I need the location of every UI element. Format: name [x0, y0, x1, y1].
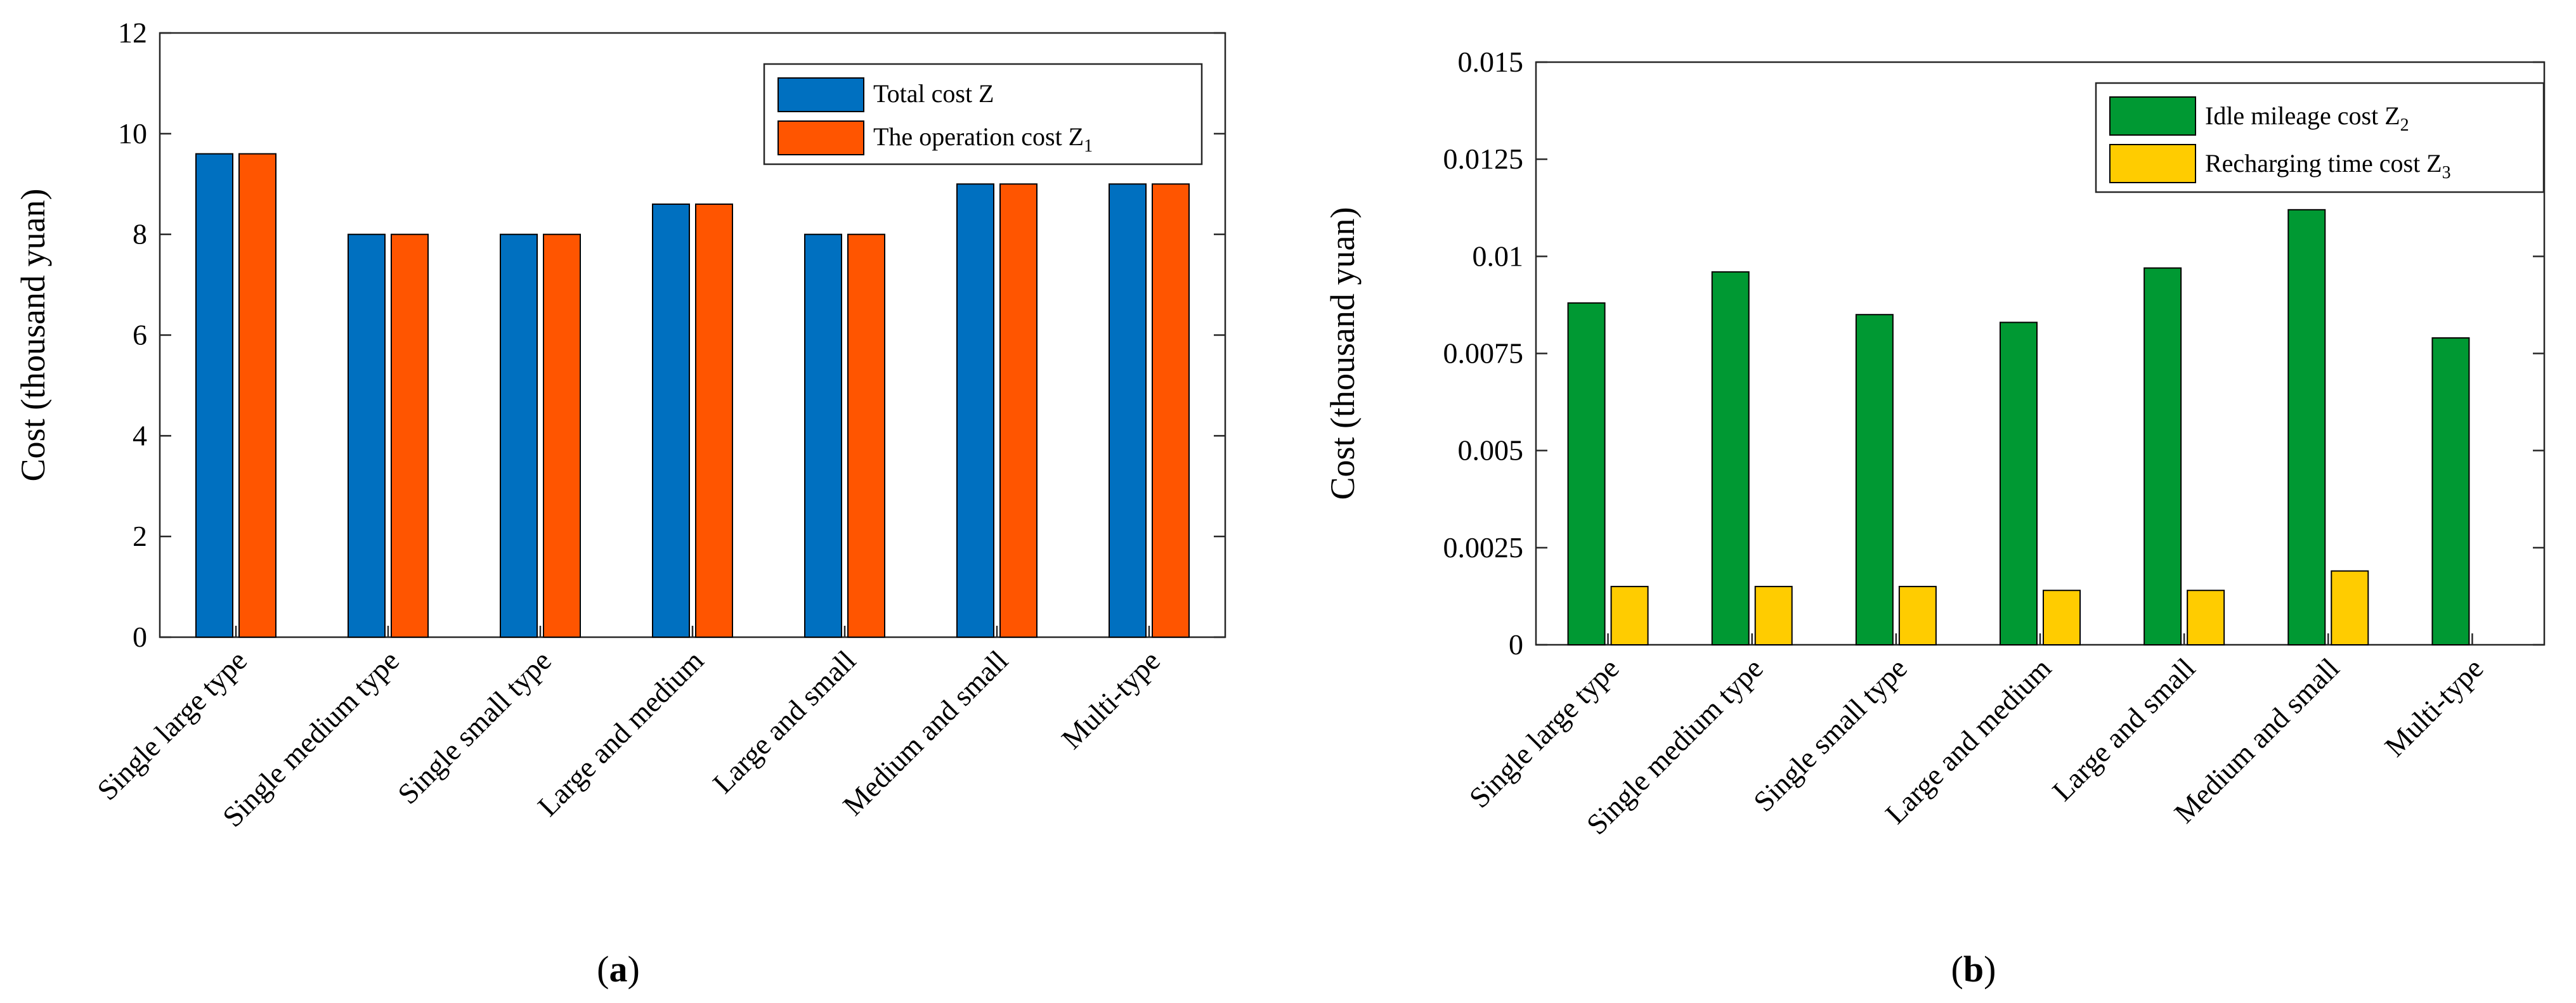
bar-2-2	[391, 233, 429, 638]
x-tick-label: Single large type	[1463, 652, 1625, 814]
bar-2-4	[2043, 590, 2081, 646]
y-tick-label: 0.005	[1458, 434, 1524, 467]
y-tick-label: 0.0025	[1443, 531, 1524, 564]
y-tick-label: 4	[133, 419, 147, 451]
legend: Total cost Z The operation cost Z1	[763, 63, 1203, 165]
legend-label-2: Recharging time cost Z3	[2205, 149, 2451, 183]
x-tick-label: Single large type	[91, 644, 253, 806]
x-tick-label: Medium and small	[836, 644, 1014, 822]
bar-1-7	[1109, 183, 1147, 638]
x-tick-label: Single small type	[391, 644, 557, 810]
bar-2-6	[999, 183, 1038, 638]
bar-1-2	[348, 233, 386, 638]
bar-1-4	[2000, 321, 2038, 645]
legend-label-1: Total cost Z	[873, 79, 994, 108]
y-tick-label: 10	[118, 117, 147, 150]
legend-swatch-1	[777, 77, 864, 112]
bar-2-5	[2187, 590, 2225, 646]
legend-swatch-1	[2109, 96, 2196, 136]
bar-1-6	[2287, 209, 2326, 645]
y-tick-label: 6	[133, 319, 147, 351]
bar-2-3	[1898, 586, 1937, 645]
bar-2-5	[847, 233, 885, 638]
y-axis-title: Cost (thousand yuan)	[14, 189, 52, 482]
bar-2-7	[1152, 183, 1190, 638]
bar-1-1	[195, 153, 233, 638]
bar-1-3	[500, 233, 538, 638]
y-tick-label: 0.0125	[1443, 143, 1524, 175]
bar-1-4	[652, 204, 690, 638]
x-tick-label: Large and small	[706, 644, 862, 799]
bar-1-5	[804, 233, 842, 638]
y-tick-label: 0.0075	[1443, 337, 1524, 370]
y-tick-label: 0	[133, 621, 147, 653]
bar-2-6	[2331, 570, 2369, 645]
panel-label: (a)	[597, 948, 640, 990]
y-tick-label: 0.01	[1473, 240, 1524, 272]
y-axis-title: Cost (thousand yuan)	[1324, 207, 1362, 500]
x-tick-label: Multi-type	[2378, 652, 2489, 763]
bar-1-5	[2143, 267, 2182, 646]
bar-1-1	[1567, 302, 1606, 645]
y-tick-label: 12	[118, 16, 147, 49]
y-tick-label: 8	[133, 218, 147, 250]
legend-label-1: Idle mileage cost Z2	[2205, 101, 2409, 135]
bar-1-6	[956, 183, 994, 638]
x-tick-label: Multi-type	[1055, 644, 1166, 755]
legend-swatch-2	[777, 120, 864, 155]
bar-2-4	[695, 204, 733, 638]
legend-swatch-2	[2109, 144, 2196, 183]
y-tick-label: 0	[1509, 628, 1523, 661]
chart-b: 0 0.0025 0.005 0.0075 0.01 0.0125 0.015 Single …	[1324, 46, 2546, 990]
y-tick-label: 0.015	[1458, 46, 1524, 78]
bar-2-1	[238, 153, 276, 638]
bar-2-1	[1610, 586, 1649, 645]
x-tick-label: Large and small	[2046, 652, 2201, 807]
bar-1-2	[1711, 271, 1750, 645]
legend: Idle mileage cost Z2 Recharging time cost…	[2095, 82, 2545, 193]
x-tick-label: Single small type	[1747, 652, 1913, 818]
bar-1-3	[1855, 314, 1894, 645]
x-tick-label: Large and medium	[531, 644, 710, 822]
legend-label-2: The operation cost Z1	[873, 122, 1093, 156]
panel-label: (b)	[1951, 948, 1996, 990]
bar-1-7	[2431, 337, 2470, 645]
bar-2-3	[543, 233, 581, 638]
bar-2-2	[1754, 586, 1793, 645]
y-tick-label: 2	[133, 520, 147, 552]
